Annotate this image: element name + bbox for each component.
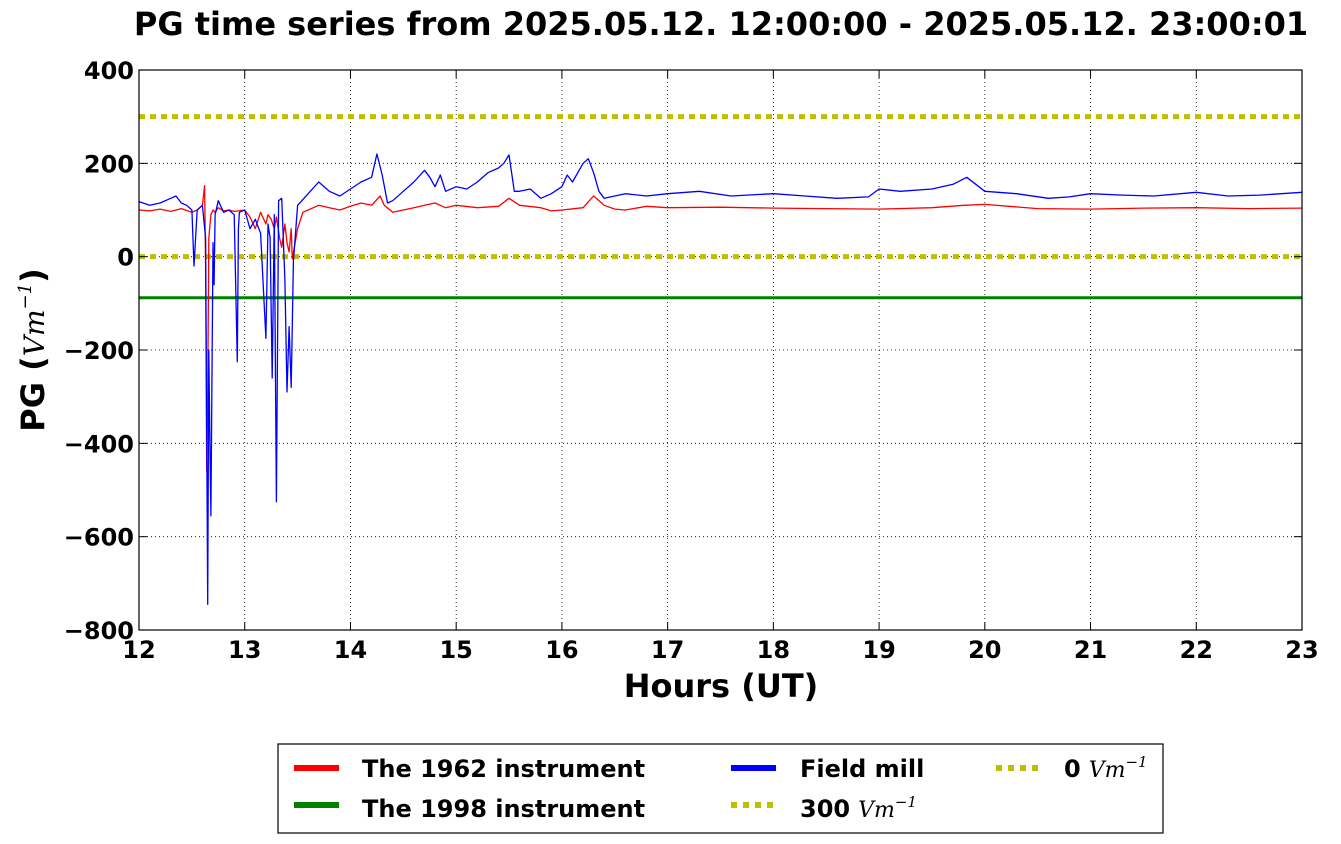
y-tick-label: 400 [84, 57, 134, 85]
legend-label-300-unit-exp: −1 [895, 793, 917, 811]
y-tick-label: 200 [84, 150, 134, 178]
legend-label-1998: The 1998 instrument [362, 795, 645, 823]
legend-label-0-value: 0 [1064, 755, 1081, 783]
x-tick-label: 14 [334, 636, 367, 664]
x-axis-ticks: 12 13 14 15 16 17 18 19 20 21 22 23 [122, 70, 1319, 664]
legend-label-0-unit-exp: −1 [1125, 753, 1147, 771]
x-tick-label: 16 [545, 636, 578, 664]
x-tick-label: 12 [122, 636, 155, 664]
x-tick-label: 21 [1074, 636, 1107, 664]
legend-label-0: 0 Vm−1 [1064, 753, 1148, 783]
y-tick-label: −200 [64, 337, 134, 365]
legend-box [277, 743, 1164, 834]
legend-label-1962: The 1962 instrument [362, 755, 645, 783]
legend-label-300: 300 Vm−1 [800, 793, 917, 823]
x-axis-label: Hours (UT) [624, 667, 819, 705]
legend-label-field-mill: Field mill [800, 755, 924, 783]
x-tick-label: 23 [1285, 636, 1318, 664]
x-tick-label: 20 [968, 636, 1001, 664]
series-line-the-1962-instrument [138, 185, 1303, 472]
x-tick-label: 15 [439, 636, 472, 664]
reference-lines [139, 114, 1302, 260]
y-axis-label: PG (Vm−1) [14, 268, 52, 431]
x-tick-label: 22 [1180, 636, 1213, 664]
svg-text:PG (Vm−1): PG (Vm−1) [14, 268, 52, 431]
y-tick-label: −800 [64, 617, 134, 645]
y-axis-ticks: 400 200 0 −200 −400 −600 −800 [64, 57, 1302, 645]
series-line-field-mill [138, 153, 1303, 605]
legend-label-300-value: 300 [800, 795, 850, 823]
y-axis-label-close: ) [14, 268, 52, 283]
x-tick-label: 13 [228, 636, 261, 664]
y-tick-label: 0 [117, 244, 134, 272]
x-tick-label: 17 [651, 636, 684, 664]
legend: The 1962 instrument The 1998 instrument … [277, 743, 1164, 834]
series-lines [138, 153, 1303, 605]
legend-label-300-unit: Vm [858, 798, 895, 823]
grid-lines [138, 69, 1303, 631]
y-tick-label: −400 [64, 430, 134, 458]
y-axis-label-unit-exp: −1 [15, 283, 36, 310]
x-tick-label: 19 [862, 636, 895, 664]
y-axis-label-unit: Vm [18, 309, 51, 356]
chart-title: PG time series from 2025.05.12. 12:00:00… [134, 5, 1308, 43]
y-axis-label-text: PG ( [14, 356, 52, 431]
y-tick-label: −600 [64, 524, 134, 552]
legend-label-0-unit: Vm [1089, 758, 1126, 783]
x-tick-label: 18 [757, 636, 790, 664]
